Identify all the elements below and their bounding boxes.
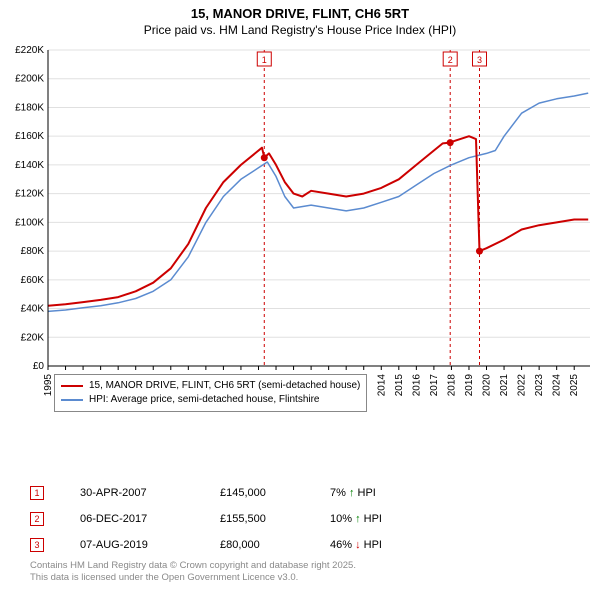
svg-text:£120K: £120K — [15, 189, 44, 200]
svg-text:£200K: £200K — [15, 74, 44, 85]
sale-date: 06-DEC-2017 — [80, 513, 220, 525]
svg-text:2017: 2017 — [429, 374, 440, 397]
svg-text:£220K: £220K — [15, 46, 44, 56]
legend-item: HPI: Average price, semi-detached house,… — [61, 393, 360, 407]
svg-text:2018: 2018 — [446, 374, 457, 397]
sale-price: £80,000 — [220, 539, 330, 551]
title-line-1: 15, MANOR DRIVE, FLINT, CH6 5RT — [0, 6, 600, 21]
svg-text:2: 2 — [448, 55, 453, 65]
legend-item: 15, MANOR DRIVE, FLINT, CH6 5RT (semi-de… — [61, 379, 360, 393]
legend: 15, MANOR DRIVE, FLINT, CH6 5RT (semi-de… — [54, 374, 367, 412]
svg-text:3: 3 — [477, 55, 482, 65]
svg-text:2021: 2021 — [499, 374, 510, 397]
svg-text:2023: 2023 — [534, 374, 545, 397]
svg-text:2024: 2024 — [552, 374, 563, 397]
sale-marker: 1 — [30, 486, 44, 500]
footer-line-1: Contains HM Land Registry data © Crown c… — [30, 560, 356, 572]
legend-label: HPI: Average price, semi-detached house,… — [89, 393, 320, 407]
svg-text:2022: 2022 — [517, 374, 528, 397]
sale-price: £145,000 — [220, 487, 330, 499]
sale-marker: 2 — [30, 512, 44, 526]
svg-text:£100K: £100K — [15, 217, 44, 228]
svg-text:£60K: £60K — [21, 275, 45, 286]
svg-text:2020: 2020 — [482, 374, 493, 397]
svg-text:£180K: £180K — [15, 102, 44, 113]
chart-title-block: 15, MANOR DRIVE, FLINT, CH6 5RT Price pa… — [0, 0, 600, 37]
footer-line-2: This data is licensed under the Open Gov… — [30, 572, 356, 584]
legend-label: 15, MANOR DRIVE, FLINT, CH6 5RT (semi-de… — [89, 379, 360, 393]
chart-svg: £0 £20K £40K £60K £80K £100K £120K £140K £160K £1… — [0, 46, 600, 416]
sales-row: 2 06-DEC-2017£155,50010% ↑ HPI — [30, 506, 450, 532]
svg-text:£80K: £80K — [21, 246, 45, 257]
svg-text:£160K: £160K — [15, 131, 44, 142]
legend-swatch — [61, 385, 83, 387]
sale-delta: 7% ↑ HPI — [330, 487, 450, 499]
svg-text:1: 1 — [262, 55, 267, 65]
sale-date: 07-AUG-2019 — [80, 539, 220, 551]
chart-area: £0 £20K £40K £60K £80K £100K £120K £140K £160K £1… — [0, 46, 600, 416]
legend-swatch — [61, 399, 83, 401]
svg-text:2015: 2015 — [394, 374, 405, 397]
svg-text:£0: £0 — [33, 361, 45, 372]
sale-marker: 3 — [30, 538, 44, 552]
sales-row: 3 07-AUG-2019£80,00046% ↓ HPI — [30, 532, 450, 558]
sale-delta: 46% ↓ HPI — [330, 539, 450, 551]
svg-text:1995: 1995 — [43, 374, 54, 397]
svg-text:£20K: £20K — [21, 332, 45, 343]
sale-date: 30-APR-2007 — [80, 487, 220, 499]
svg-text:2019: 2019 — [464, 374, 475, 397]
footer-attribution: Contains HM Land Registry data © Crown c… — [30, 560, 356, 584]
svg-text:2025: 2025 — [569, 374, 580, 397]
sales-table: 1 30-APR-2007£145,0007% ↑ HPI 2 06-DEC-2017… — [30, 480, 450, 558]
sale-delta: 10% ↑ HPI — [330, 513, 450, 525]
svg-text:2014: 2014 — [376, 374, 387, 397]
svg-text:£140K: £140K — [15, 160, 44, 171]
svg-text:2016: 2016 — [411, 374, 422, 397]
title-line-2: Price paid vs. HM Land Registry's House … — [0, 23, 600, 37]
sale-price: £155,500 — [220, 513, 330, 525]
svg-text:£40K: £40K — [21, 304, 45, 315]
sales-row: 1 30-APR-2007£145,0007% ↑ HPI — [30, 480, 450, 506]
